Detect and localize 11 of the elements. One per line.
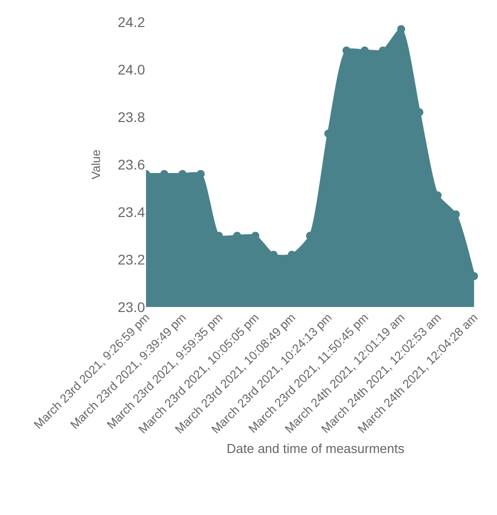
y-tick-label: 24.2 [118,14,146,30]
y-axis-title: Value [89,149,104,180]
point [196,170,205,178]
y-tick-label: 24.0 [118,61,146,78]
y-tick-label: 23.0 [118,298,146,315]
y-tick-label: 23.2 [118,251,146,268]
y-tick-label: 23.8 [118,108,146,125]
y-tick-label: 23.4 [118,204,146,220]
point [342,46,350,54]
y-tick-label: 23.6 [118,156,146,172]
x-axis-title: Date and time of measurments [226,441,405,456]
